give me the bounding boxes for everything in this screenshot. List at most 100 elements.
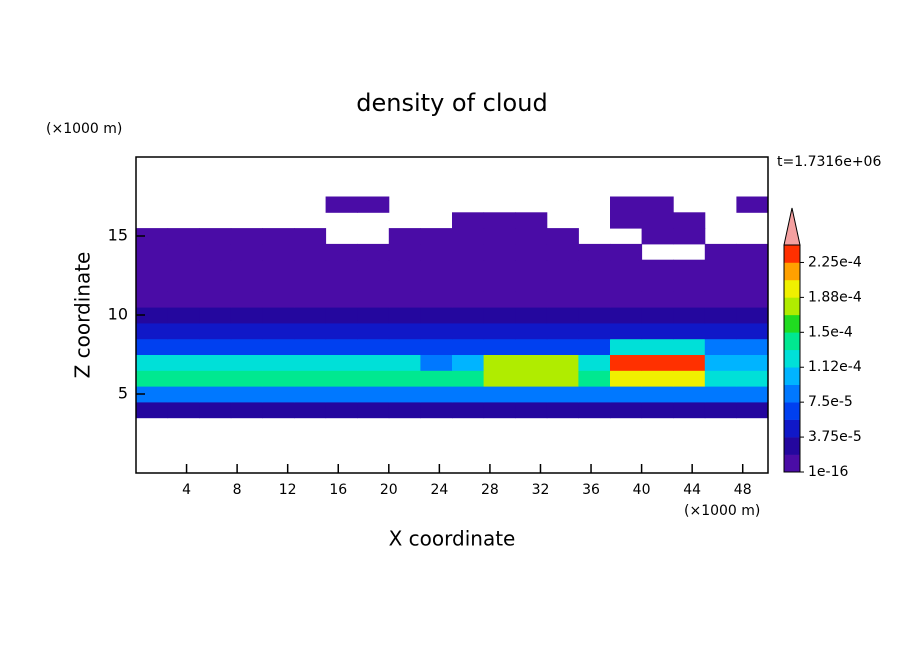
y-tick-label: 10 <box>108 305 128 324</box>
contour-cell <box>325 322 358 340</box>
contour-cell <box>388 291 421 308</box>
contour-cell <box>736 196 769 213</box>
x-tick-label: 32 <box>532 482 550 498</box>
chart-title: density of cloud <box>356 89 547 117</box>
contour-cell <box>262 401 295 419</box>
contour-cell <box>704 291 737 308</box>
contour-cell <box>294 243 327 261</box>
contour-cell <box>578 386 611 403</box>
colorbar-overflow <box>783 207 801 246</box>
contour-cell <box>704 275 737 292</box>
x-tick-label: 12 <box>279 482 297 498</box>
contour-cell <box>167 338 200 355</box>
contour-cell <box>483 322 516 340</box>
contour-cell <box>578 259 611 276</box>
contour-cell <box>641 338 674 355</box>
colorbar-band <box>784 454 800 473</box>
contour-cell <box>610 275 643 292</box>
contour-cell <box>483 275 516 292</box>
contour-cell <box>483 291 516 308</box>
contour-cell <box>546 275 579 292</box>
contour-cell <box>199 401 232 419</box>
contour-cell <box>325 354 358 371</box>
contour-cell <box>452 243 485 261</box>
contour-cell <box>167 259 200 276</box>
contour-cell <box>641 228 674 245</box>
contour-cell <box>736 275 769 292</box>
contour-cell <box>262 243 295 261</box>
contour-cell <box>420 354 453 371</box>
contour-cell <box>736 338 769 355</box>
contour-cell <box>578 243 611 261</box>
time-label: t=1.7316e+06 <box>777 154 881 170</box>
contour-cell <box>483 307 516 324</box>
contour-cell <box>546 322 579 340</box>
contour-cell <box>262 354 295 371</box>
contour-cell <box>230 386 263 403</box>
contour-cell <box>483 212 516 229</box>
contour-cell <box>673 354 706 371</box>
contour-cell <box>704 354 737 371</box>
contour-cell <box>230 370 263 387</box>
contour-cell <box>388 338 421 355</box>
contour-cell <box>357 370 390 387</box>
contour-cell <box>515 322 548 340</box>
contour-cell <box>641 275 674 292</box>
contour-cell <box>325 307 358 324</box>
contour-cell <box>641 212 674 229</box>
contour-cell <box>452 307 485 324</box>
colorbar-band <box>784 245 800 263</box>
contour-cell <box>167 401 200 419</box>
contour-cell <box>483 259 516 276</box>
contour-cell <box>515 307 548 324</box>
contour-cell <box>294 291 327 308</box>
contour-cell <box>515 338 548 355</box>
contour-cell <box>294 354 327 371</box>
contour-cell <box>515 228 548 245</box>
colorbar-tick-label: 7.5e-5 <box>808 394 853 410</box>
contour-cell <box>736 291 769 308</box>
contour-cell <box>199 228 232 245</box>
contour-cell <box>673 338 706 355</box>
contour-cell <box>230 322 263 340</box>
contour-cell <box>736 401 769 419</box>
contour-cell <box>136 401 169 419</box>
contour-cell <box>136 228 169 245</box>
contour-cell <box>578 307 611 324</box>
colorbar-band <box>784 367 800 385</box>
contour-cell <box>515 386 548 403</box>
contour-cell <box>262 291 295 308</box>
contour-cell <box>167 291 200 308</box>
contour-cell <box>515 401 548 419</box>
contour-cell <box>641 322 674 340</box>
contour-cell <box>641 259 674 276</box>
colorbar-tick-label: 2.25e-4 <box>808 254 862 270</box>
contour-cell <box>673 386 706 403</box>
contour-cell <box>167 243 200 261</box>
contour-cell <box>357 338 390 355</box>
contour-cell <box>704 370 737 387</box>
contour-cell <box>483 338 516 355</box>
contour-cell <box>673 259 706 276</box>
contour-cell <box>388 322 421 340</box>
contour-cell <box>357 243 390 261</box>
contour-cell <box>294 386 327 403</box>
colorbar-band <box>784 262 800 281</box>
contour-cell <box>325 291 358 308</box>
y-tick-label: 5 <box>118 384 128 403</box>
contour-cell <box>546 370 579 387</box>
contour-cell <box>515 243 548 261</box>
colorbar-band <box>784 297 800 316</box>
contour-cell <box>610 291 643 308</box>
contour-cell <box>578 401 611 419</box>
contour-cell <box>610 386 643 403</box>
contour-cell <box>641 307 674 324</box>
contour-cell <box>357 307 390 324</box>
contour-cell <box>704 243 737 261</box>
contour-cell <box>736 322 769 340</box>
contour-cell <box>704 259 737 276</box>
contour-cell <box>325 275 358 292</box>
contour-cell <box>736 259 769 276</box>
